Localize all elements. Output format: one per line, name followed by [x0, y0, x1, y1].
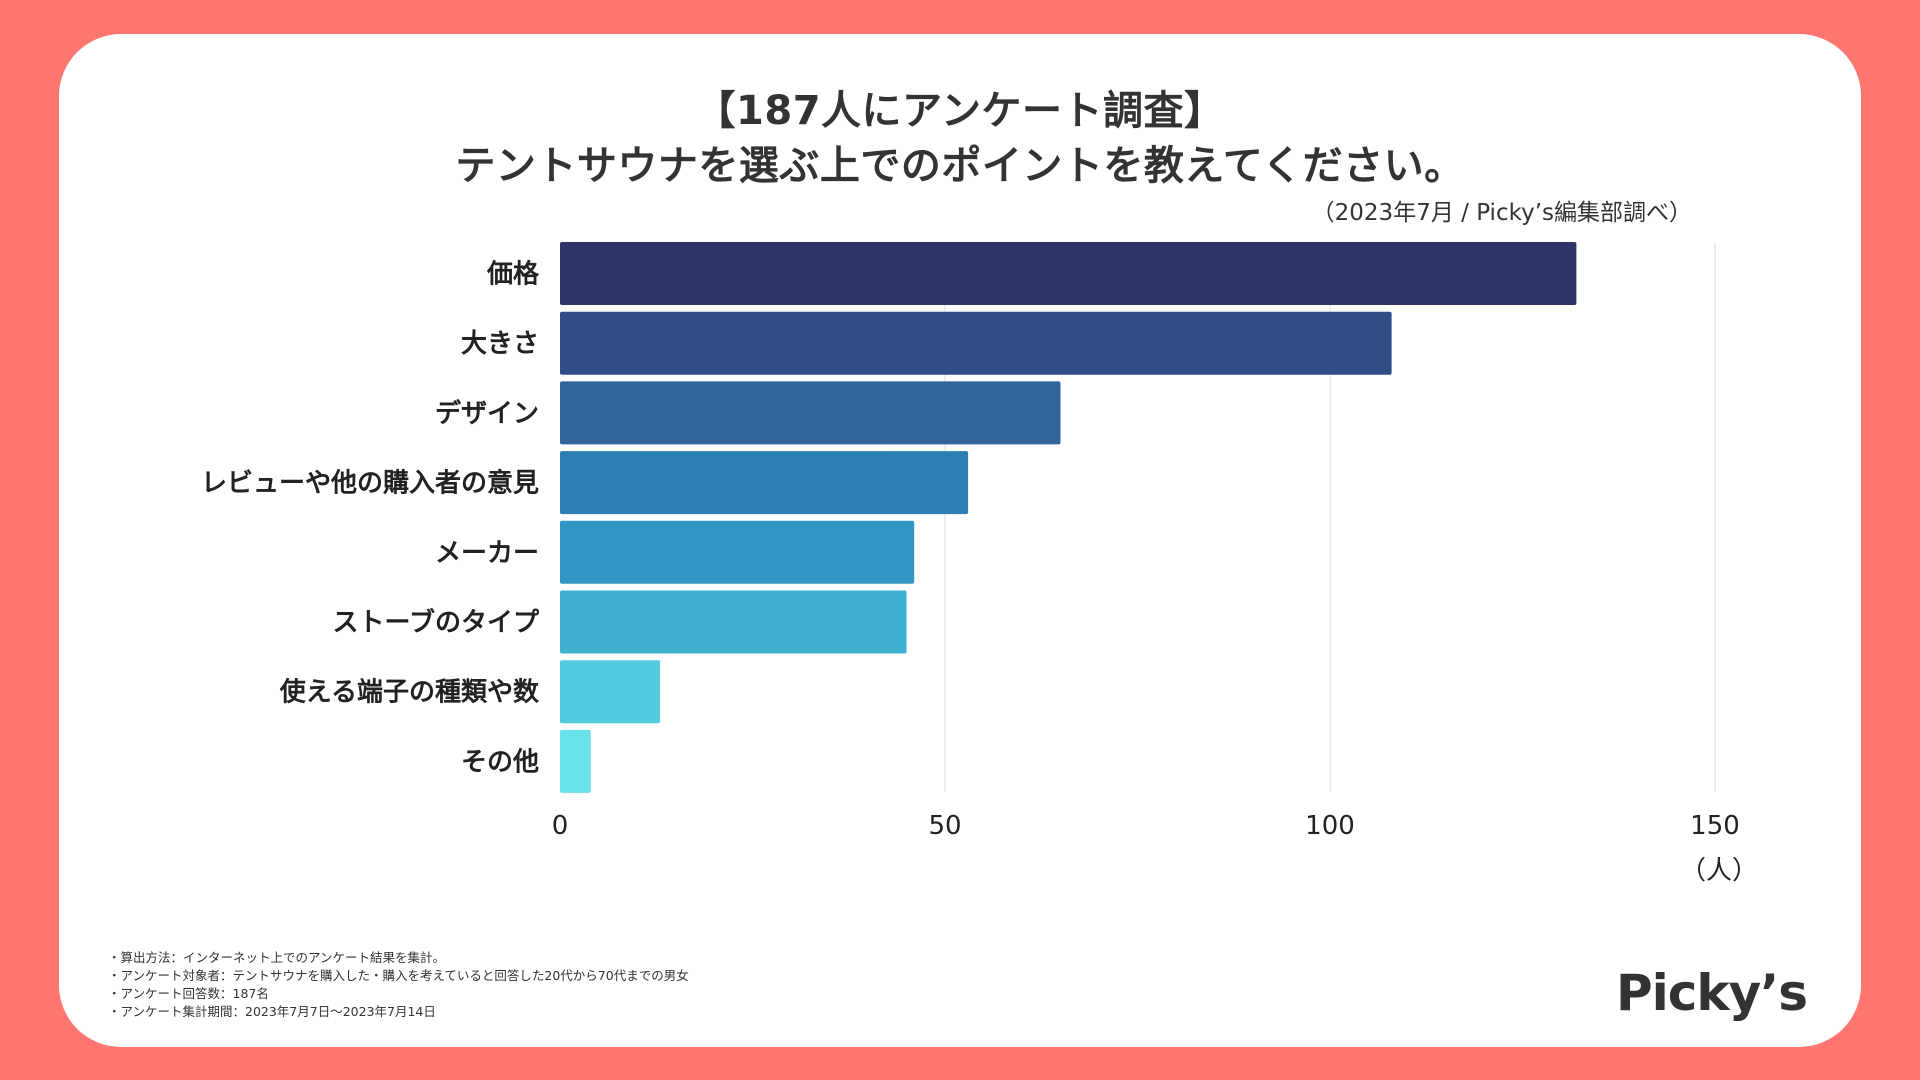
note-line: ・アンケート集計期間：2023年7月7日〜2023年7月14日 — [108, 1004, 436, 1019]
bar — [560, 520, 915, 584]
bar — [560, 381, 1061, 445]
x-tick-label: 0 — [552, 811, 569, 841]
category-label: 価格 — [486, 259, 540, 290]
category-label: 大きさ — [461, 329, 539, 359]
note-line: ・算出方法：インターネット上でのアンケート結果を集計。 — [108, 950, 446, 965]
note-line: ・アンケート回答数：187名 — [108, 986, 269, 1001]
chart-title-line2: テントサウナを選ぶ上でのポイントを教えてください。 — [455, 143, 1465, 189]
note-line: ・アンケート対象者：テントサウナを購入した・購入を考えていると回答した20代から… — [108, 968, 689, 983]
category-label: レビューや他の購入者の意見 — [201, 468, 539, 499]
source-note: （2023年7月 / Picky’s編集部調べ） — [1311, 200, 1692, 226]
category-label: メーカー — [435, 538, 539, 568]
bars — [560, 242, 1577, 793]
bar — [560, 311, 1392, 375]
bar — [560, 451, 969, 515]
x-unit-label: （人） — [1680, 856, 1758, 886]
bar — [560, 590, 907, 654]
category-labels: 価格大きさデザインレビューや他の購入者の意見メーカーストーブのタイプ使える端子の… — [201, 259, 540, 778]
bar — [560, 729, 591, 793]
bar — [560, 660, 661, 724]
bar — [560, 242, 1577, 305]
pickys-logo: Picky’s — [1616, 964, 1808, 1022]
category-label: ストーブのタイプ — [333, 607, 540, 638]
survey-notes: ・算出方法：インターネット上でのアンケート結果を集計。 ・アンケート対象者：テン… — [108, 949, 689, 1021]
card-background — [59, 34, 1861, 1047]
category-label: デザイン — [435, 398, 539, 429]
x-unit-label: （人） — [1680, 856, 1758, 886]
x-tick-label: 150 — [1690, 811, 1740, 841]
chart-title-line1: 【187人にアンケート調査】 — [695, 88, 1225, 134]
x-tick-label: 100 — [1305, 811, 1355, 841]
x-tick-label: 50 — [928, 811, 961, 841]
category-label: その他 — [461, 747, 539, 777]
category-label: 使える端子の種類や数 — [279, 678, 540, 708]
x-tick-labels: 0 50 100 150 — [552, 811, 1740, 841]
